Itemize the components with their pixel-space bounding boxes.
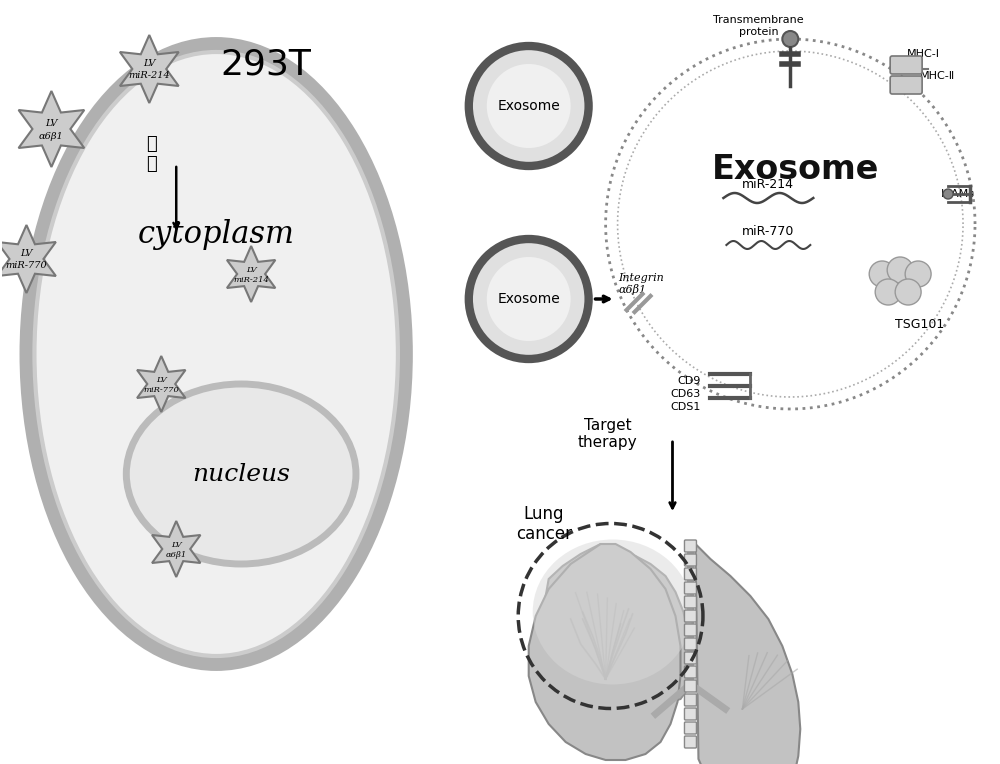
Circle shape <box>869 261 895 287</box>
Circle shape <box>905 261 931 287</box>
Text: nucleus: nucleus <box>192 462 290 485</box>
Circle shape <box>943 189 953 199</box>
Polygon shape <box>529 544 680 760</box>
FancyBboxPatch shape <box>684 582 696 594</box>
Circle shape <box>875 279 901 305</box>
Polygon shape <box>227 246 275 302</box>
Text: cytoplasm: cytoplasm <box>138 219 295 250</box>
Circle shape <box>469 46 589 166</box>
Text: LV: LV <box>20 249 33 258</box>
Text: CD9
CD63
CDS1: CD9 CD63 CDS1 <box>670 376 700 413</box>
Circle shape <box>469 239 589 359</box>
Text: Transmembrane
protein: Transmembrane protein <box>713 15 804 37</box>
Text: Target
therapy: Target therapy <box>578 418 637 450</box>
Text: miR-770: miR-770 <box>6 261 47 270</box>
Text: Exosome: Exosome <box>497 292 560 306</box>
Circle shape <box>782 31 798 47</box>
Circle shape <box>487 64 571 148</box>
Text: α6β1: α6β1 <box>166 551 187 558</box>
FancyBboxPatch shape <box>684 652 696 664</box>
Text: Exosome: Exosome <box>497 99 560 113</box>
FancyBboxPatch shape <box>684 540 696 552</box>
FancyBboxPatch shape <box>684 666 696 678</box>
Text: TSG101: TSG101 <box>895 318 945 331</box>
Ellipse shape <box>126 384 356 564</box>
Text: 293T: 293T <box>221 47 312 81</box>
Text: Lung
cancer: Lung cancer <box>516 504 572 543</box>
Text: LV: LV <box>143 60 155 69</box>
Text: Integrin
α6β1: Integrin α6β1 <box>619 273 664 296</box>
Text: ICAMs: ICAMs <box>941 189 975 199</box>
FancyBboxPatch shape <box>684 722 696 734</box>
FancyBboxPatch shape <box>684 736 696 748</box>
FancyBboxPatch shape <box>684 596 696 608</box>
FancyBboxPatch shape <box>684 554 696 566</box>
Text: 感
染: 感 染 <box>146 134 157 173</box>
Polygon shape <box>152 521 200 577</box>
Circle shape <box>487 257 571 341</box>
Text: miR-214: miR-214 <box>128 71 170 80</box>
Ellipse shape <box>533 539 692 685</box>
Polygon shape <box>120 35 179 103</box>
FancyBboxPatch shape <box>684 694 696 706</box>
Text: LV: LV <box>246 266 256 274</box>
Text: LV: LV <box>45 118 58 128</box>
Polygon shape <box>0 225 56 293</box>
FancyBboxPatch shape <box>684 568 696 580</box>
Polygon shape <box>137 356 185 412</box>
Circle shape <box>467 44 591 168</box>
FancyBboxPatch shape <box>684 708 696 720</box>
Ellipse shape <box>26 44 406 664</box>
Text: miR-770: miR-770 <box>143 386 179 393</box>
Circle shape <box>467 237 591 361</box>
Text: LV: LV <box>156 376 167 384</box>
Polygon shape <box>19 91 84 167</box>
FancyBboxPatch shape <box>684 624 696 636</box>
FancyBboxPatch shape <box>684 638 696 650</box>
Polygon shape <box>695 544 800 764</box>
Text: Exosome: Exosome <box>712 153 879 186</box>
Text: miR-770: miR-770 <box>742 225 795 238</box>
FancyBboxPatch shape <box>890 56 922 74</box>
Text: α6β1: α6β1 <box>39 132 64 141</box>
Circle shape <box>895 279 921 305</box>
Circle shape <box>887 257 913 283</box>
Text: MHC-Ⅱ: MHC-Ⅱ <box>920 71 955 81</box>
Text: LV: LV <box>171 541 182 549</box>
Text: MHC-Ⅰ: MHC-Ⅰ <box>907 49 940 59</box>
Text: miR-214: miR-214 <box>742 177 794 190</box>
Text: miR-214: miR-214 <box>233 276 269 283</box>
FancyBboxPatch shape <box>684 680 696 692</box>
FancyBboxPatch shape <box>684 610 696 622</box>
FancyBboxPatch shape <box>890 76 922 94</box>
Circle shape <box>601 34 980 414</box>
Polygon shape <box>546 544 690 702</box>
